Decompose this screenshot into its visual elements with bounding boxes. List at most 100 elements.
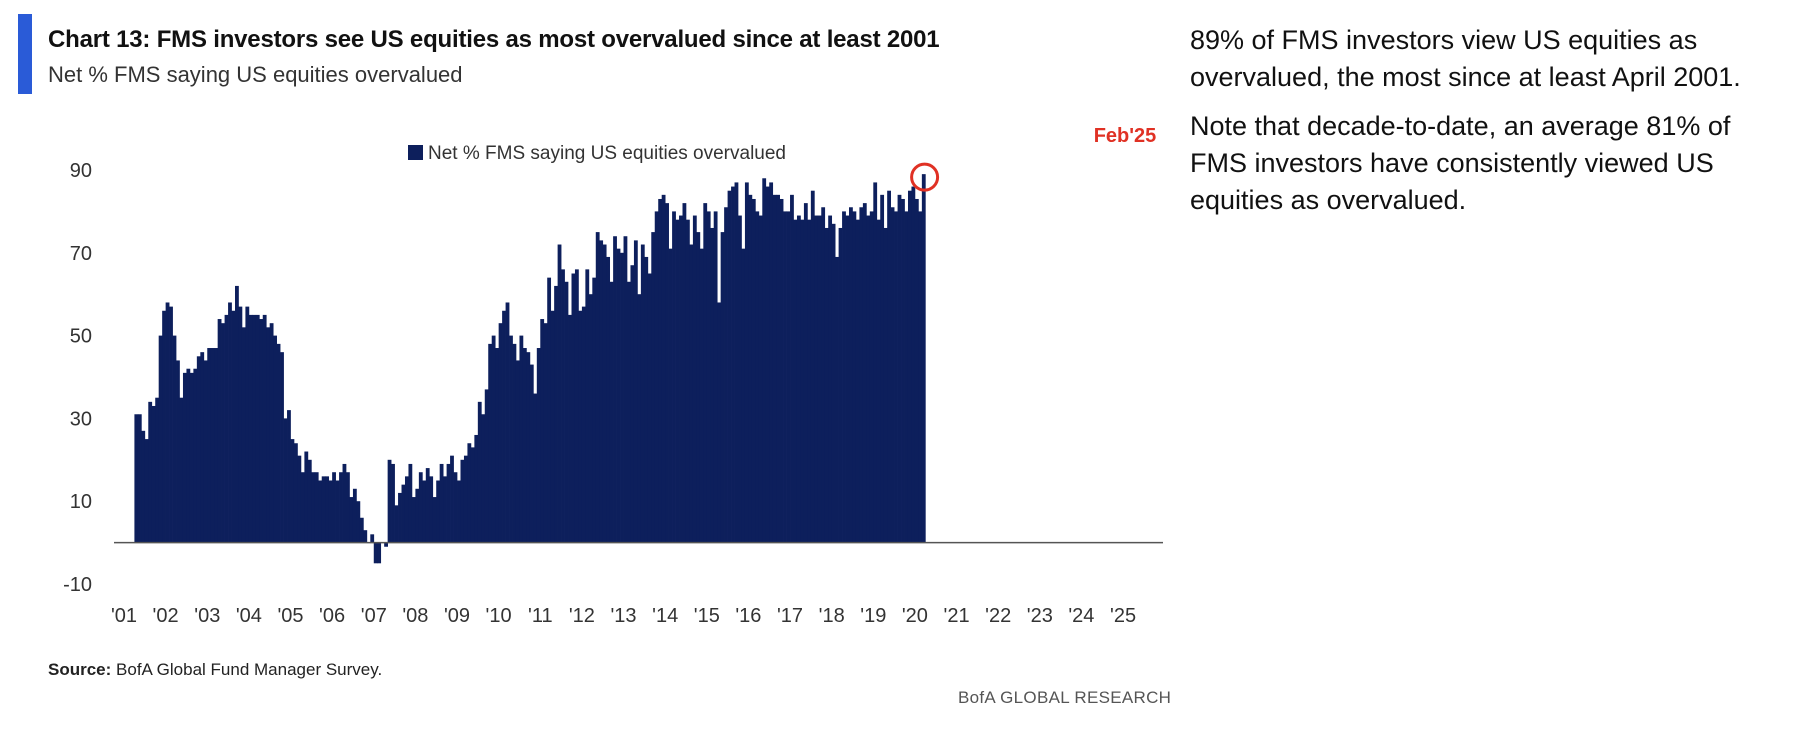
x-tick-label: '04 [236, 605, 262, 627]
bar [526, 352, 531, 543]
bar [207, 348, 212, 543]
bar [235, 285, 239, 543]
bar [151, 405, 156, 543]
bar [713, 211, 718, 543]
bar [536, 348, 541, 543]
bar [356, 501, 361, 543]
bar [189, 372, 194, 543]
bar [172, 335, 177, 543]
x-tick-label: '21 [944, 605, 970, 627]
y-tick-label: 90 [70, 160, 92, 182]
bar [675, 219, 680, 543]
bar [311, 472, 316, 543]
bar [921, 174, 926, 543]
bar [907, 190, 912, 543]
bar [765, 186, 770, 543]
x-tick-label: '24 [1068, 605, 1094, 627]
bar [741, 248, 746, 543]
bar [474, 434, 479, 543]
bar [644, 256, 649, 543]
y-tick-label: 50 [70, 326, 92, 348]
bar [339, 472, 343, 543]
bar [512, 343, 517, 543]
bar [463, 455, 468, 543]
bar [894, 211, 898, 543]
bar [214, 348, 219, 543]
bar [849, 207, 853, 543]
bar [363, 530, 368, 543]
bar [408, 463, 413, 543]
bar [557, 244, 562, 543]
bar [495, 348, 499, 543]
bar [630, 265, 635, 543]
x-tick-label: '20 [902, 605, 928, 627]
bar [359, 517, 364, 543]
bar [609, 281, 614, 543]
bar [748, 194, 753, 543]
bar [467, 443, 472, 543]
bar [585, 269, 590, 543]
bar [602, 244, 607, 543]
bar [633, 240, 638, 543]
bar [176, 360, 180, 543]
source-note: Source: BofA Global Fund Manager Survey. [48, 660, 382, 680]
bar [266, 327, 271, 543]
bar [672, 211, 676, 543]
bar [477, 401, 482, 543]
bar [859, 207, 864, 543]
bar [231, 310, 236, 543]
bar [293, 443, 298, 543]
bar [561, 269, 565, 543]
bar [491, 335, 496, 543]
commentary-paragraph: 89% of FMS investors view US equities as… [1190, 25, 1741, 92]
bar [217, 319, 222, 543]
bar [210, 348, 215, 543]
bar [744, 182, 749, 543]
bar [599, 240, 604, 543]
bar [443, 476, 447, 543]
bar [595, 232, 600, 543]
x-tick-label: '23 [1027, 605, 1053, 627]
legend-swatch [408, 145, 423, 160]
bar [460, 459, 465, 543]
bar [287, 410, 291, 543]
bar [734, 182, 739, 543]
bar [165, 302, 170, 543]
bar [606, 256, 611, 543]
bar [682, 203, 687, 543]
bar [838, 227, 843, 543]
bar [533, 393, 538, 543]
bar [144, 439, 149, 543]
bar [620, 252, 624, 543]
bar [488, 343, 493, 543]
bar [855, 219, 860, 543]
bar [370, 534, 375, 543]
bar [155, 397, 160, 543]
bar [158, 335, 163, 543]
bar [824, 227, 829, 543]
title-accent-bar [18, 14, 32, 94]
bar [502, 310, 506, 543]
bar [498, 323, 503, 543]
bar [394, 505, 399, 543]
bar [162, 310, 166, 543]
bar [685, 219, 690, 543]
bar [422, 480, 427, 543]
bar [613, 236, 617, 543]
bar [640, 244, 645, 543]
bar [325, 476, 330, 543]
chart-subtitle: Net % FMS saying US equities overvalued [48, 62, 463, 87]
x-tick-label: '19 [860, 605, 886, 627]
bar [446, 463, 451, 543]
bar [245, 306, 250, 543]
x-tick-label: '12 [569, 605, 595, 627]
bar [751, 198, 756, 543]
bar [540, 319, 545, 543]
bar [783, 211, 787, 543]
bar [831, 223, 836, 543]
bar [776, 194, 780, 543]
bar [411, 497, 416, 543]
latest-value-annotation: Feb'25 [910, 125, 1156, 192]
bar [137, 414, 142, 543]
bar [703, 203, 708, 543]
